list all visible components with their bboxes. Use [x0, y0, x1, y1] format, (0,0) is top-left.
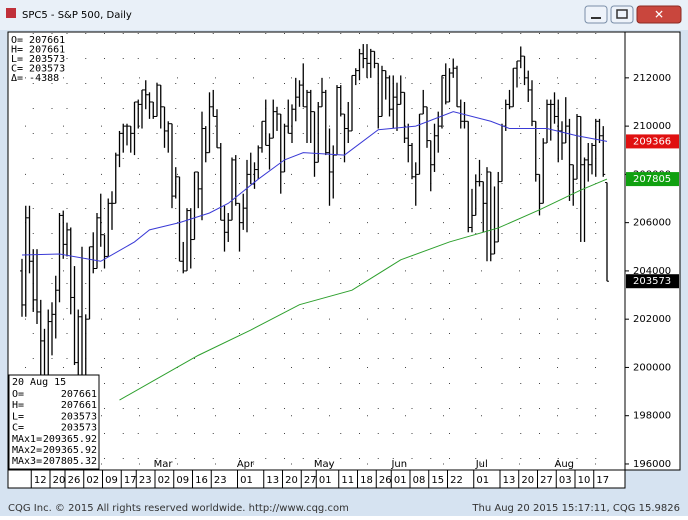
data-window [8, 374, 100, 470]
x-tick-label: 02 [86, 475, 99, 486]
price-flag-label: 207805 [633, 174, 671, 185]
header-line: O= 207661 [11, 35, 65, 46]
month-label: Apr [237, 459, 255, 470]
minimize-button[interactable] [584, 5, 608, 24]
x-tick-label: 11 [341, 475, 354, 486]
x-tick-label: 26 [68, 475, 81, 486]
maximize-button[interactable] [610, 5, 634, 24]
x-tick-label: 20 [521, 475, 534, 486]
x-tick-label: 20 [285, 475, 298, 486]
month-label: Jul [475, 459, 488, 470]
x-tick-label: 27 [540, 475, 553, 486]
data-window-label: O= [12, 389, 24, 400]
month-label: Mar [154, 459, 174, 470]
x-tick-label: 17 [124, 475, 137, 486]
x-tick-label: 09 [176, 475, 189, 486]
x-tick-label: 12 [34, 475, 47, 486]
data-window-label: MAx1= [12, 434, 42, 445]
x-tick-label: 10 [578, 475, 591, 486]
header-line: L= 203573 [11, 54, 65, 65]
data-window-label: MAx2= [12, 445, 42, 456]
data-window-value: 207661 [61, 400, 97, 411]
y-tick-label: 200000 [633, 362, 671, 373]
x-tick-label: 20 [53, 475, 66, 486]
price-axis [624, 31, 681, 471]
month-label: Jun [390, 459, 407, 470]
data-window-value: 207805.32 [43, 456, 97, 467]
data-window-label: C= [12, 423, 24, 434]
month-label: Aug [554, 459, 574, 470]
data-window-label: MAx3= [12, 456, 42, 467]
data-window-label: L= [12, 411, 24, 422]
maximize-icon [616, 9, 628, 19]
y-tick-label: 196000 [633, 459, 671, 470]
x-tick-label: 23 [214, 475, 227, 486]
x-tick-label: 01 [476, 475, 489, 486]
x-tick-label: 27 [304, 475, 317, 486]
x-tick-label: 01 [319, 475, 332, 486]
moving-average-line [21, 111, 608, 262]
price-flag [626, 134, 679, 149]
header-line: H= 207661 [11, 45, 65, 56]
moving-average-line [119, 178, 608, 401]
data-window-label: H= [12, 400, 24, 411]
data-window-value: 209365.92 [43, 445, 97, 456]
data-window-value: 203573 [61, 411, 97, 422]
x-tick-label: 08 [413, 475, 426, 486]
window-title: SPC5 - S&P 500, Daily [22, 10, 132, 21]
price-flag [626, 274, 679, 289]
y-tick-label: 202000 [633, 314, 671, 325]
app-icon [6, 8, 16, 18]
x-tick-label: 13 [266, 475, 279, 486]
x-tick-label: 02 [158, 475, 171, 486]
data-window-date: 20 Aug 15 [12, 377, 66, 388]
x-tick-label: 16 [195, 475, 208, 486]
chart: 1960001980002000002020002040002060002080… [8, 33, 679, 488]
data-window-value: 203573 [61, 423, 97, 434]
x-tick-label: 09 [105, 475, 118, 486]
y-tick-label: 210000 [633, 121, 671, 132]
x-tick-label: 17 [596, 475, 609, 486]
x-tick-label: 01 [394, 475, 407, 486]
y-tick-label: 212000 [633, 73, 671, 84]
month-label: May [314, 459, 335, 470]
data-window-value: 207661 [61, 389, 97, 400]
data-window-value: 209365.92 [43, 434, 97, 445]
x-tick-label: 23 [139, 475, 152, 486]
x-tick-label: 03 [559, 475, 572, 486]
x-tick-label: 15 [431, 475, 444, 486]
footer-left: CQG Inc. © 2015 All rights reserved worl… [8, 503, 349, 514]
price-flag-label: 209366 [633, 136, 671, 147]
footer-right: Thu Aug 20 2015 15:17:11, CQG 15.9826 [471, 503, 680, 514]
header-line: C= 203573 [11, 64, 65, 75]
x-tick-label: 26 [379, 475, 392, 486]
price-flag-label: 203573 [633, 276, 671, 287]
close-button[interactable] [636, 5, 682, 24]
y-tick-label: 204000 [633, 266, 671, 277]
header-line: Δ= -4388 [11, 73, 59, 84]
x-tick-label: 18 [360, 475, 373, 486]
x-tick-label: 01 [240, 475, 253, 486]
plot-area [7, 31, 626, 471]
title-bar [0, 0, 688, 30]
y-tick-label: 198000 [633, 411, 671, 422]
x-tick-label: 13 [503, 475, 516, 486]
y-tick-label: 206000 [633, 218, 671, 229]
close-icon: ✕ [654, 8, 664, 22]
x-tick-label: 22 [450, 475, 463, 486]
price-flag [626, 172, 679, 187]
